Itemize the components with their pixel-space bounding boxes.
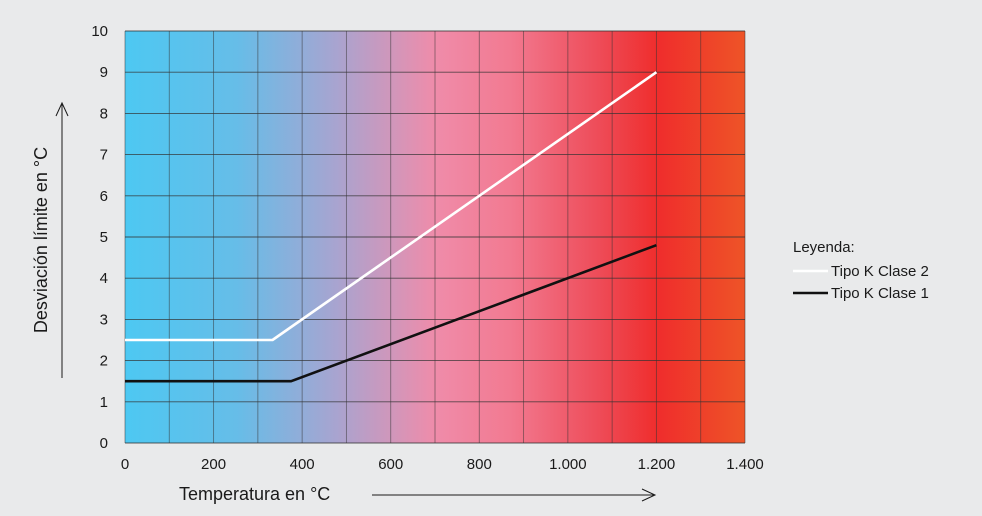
y-tick-label: 9 [100,64,108,81]
x-tick-label: 600 [378,456,403,473]
x-tick-label: 1.400 [726,456,764,473]
y-tick-label: 2 [100,353,108,370]
y-tick-label: 8 [100,105,108,122]
grid-lines [124,30,746,444]
series-layer [125,71,658,383]
y-axis-arrow-head [55,101,69,117]
series-line-1 [125,71,658,342]
y-tick-label: 10 [91,23,108,40]
y-tick-label: 0 [100,435,108,452]
y-tick-label: 4 [100,270,108,287]
legend: Leyenda: Tipo K Clase 2 Tipo K Clase 1 [793,239,929,302]
y-tick-label: 6 [100,188,108,205]
x-tick-label: 200 [201,456,226,473]
legend-title: Leyenda: [793,239,855,256]
x-tick-label: 400 [290,456,315,473]
x-tick-label: 1.000 [549,456,587,473]
x-tick-labels: 0 200 400 600 800 1.000 1.200 1.400 [121,456,764,473]
y-tick-label: 7 [100,147,108,164]
x-axis-arrow-head [641,488,657,502]
y-tick-label: 1 [100,394,108,411]
y-tick-labels: 0 1 2 3 4 5 6 7 8 9 10 [91,23,108,452]
x-tick-label: 0 [121,456,129,473]
y-tick-label: 3 [100,311,108,328]
legend-label-series-1: Tipo K Clase 2 [831,263,929,280]
x-tick-label: 800 [467,456,492,473]
y-tick-label: 5 [100,229,108,246]
x-axis-label: Temperatura en °C [179,484,330,504]
y-axis-label: Desviación límite en °C [31,147,51,333]
x-tick-label: 1.200 [638,456,676,473]
series-line-2 [125,243,657,383]
legend-label-series-2: Tipo K Clase 1 [831,285,929,302]
